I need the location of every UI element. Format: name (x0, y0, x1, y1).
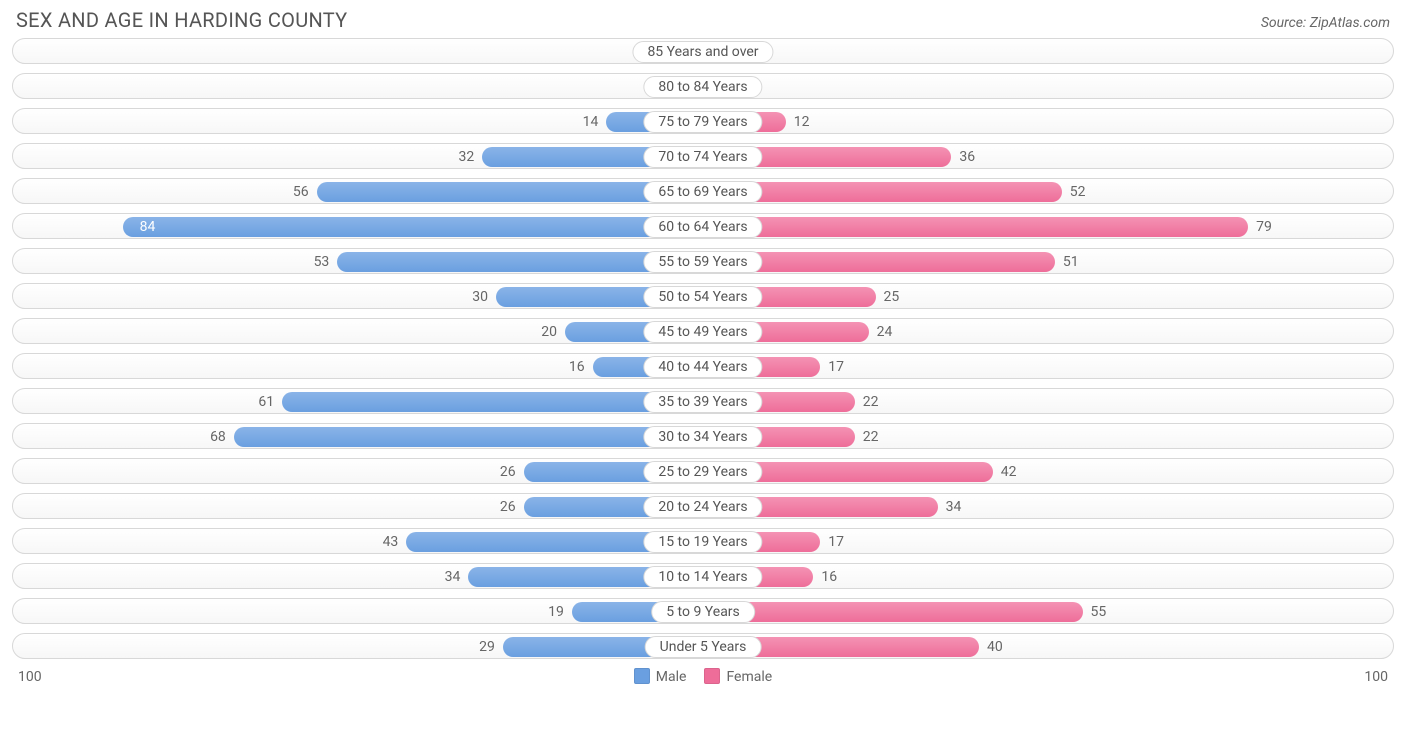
chart-legend: Male Female (634, 668, 772, 685)
category-pill: Under 5 Years (645, 636, 762, 658)
female-value: 42 (1001, 459, 1017, 485)
chart-row: 30 25 50 to 54 Years (12, 283, 1394, 309)
female-bar (703, 602, 1083, 622)
chart-header: SEX AND AGE IN HARDING COUNTY Source: Zi… (12, 8, 1394, 32)
chart-rows: 4585 Years and over 6680 to 84 Years 14 12 7… (12, 38, 1394, 659)
male-value: 34 (445, 564, 461, 590)
female-value: 17 (828, 529, 844, 555)
swatch-male-icon (634, 668, 650, 684)
female-value: 24 (877, 319, 893, 345)
chart-row: 16 17 40 to 44 Years (12, 353, 1394, 379)
chart-row: 56 52 65 to 69 Years (12, 178, 1394, 204)
female-value: 25 (884, 284, 900, 310)
male-value: 68 (210, 424, 226, 450)
female-value: 79 (1256, 214, 1272, 240)
male-value: 32 (458, 144, 474, 170)
chart-row: 19 55 5 to 9 Years (12, 598, 1394, 624)
male-value: 19 (548, 599, 564, 625)
male-value: 16 (569, 354, 585, 380)
category-pill: 60 to 64 Years (643, 216, 762, 238)
category-pill: 5 to 9 Years (651, 601, 755, 623)
chart-footer: 100 Male Female 100 (12, 668, 1394, 685)
category-pill: 40 to 44 Years (643, 356, 762, 378)
male-value: 53 (314, 249, 330, 275)
male-value: 26 (500, 494, 516, 520)
chart-row: 29 40 Under 5 Years (12, 633, 1394, 659)
chart-row: 20 24 45 to 49 Years (12, 318, 1394, 344)
category-pill: 45 to 49 Years (643, 321, 762, 343)
category-pill: 35 to 39 Years (643, 391, 762, 413)
female-value: 55 (1091, 599, 1107, 625)
male-value: 30 (472, 284, 488, 310)
category-pill: 65 to 69 Years (643, 181, 762, 203)
category-pill: 85 Years and over (632, 41, 773, 63)
chart-row: 34 16 10 to 14 Years (12, 563, 1394, 589)
female-value: 17 (828, 354, 844, 380)
chart-row: 84 79 60 to 64 Years (12, 213, 1394, 239)
male-value: 84 (140, 214, 156, 240)
category-pill: 80 to 84 Years (643, 76, 762, 98)
chart-row: 68 22 30 to 34 Years (12, 423, 1394, 449)
female-value: 16 (821, 564, 837, 590)
male-value: 20 (541, 319, 557, 345)
swatch-female-icon (704, 668, 720, 684)
male-bar (123, 217, 703, 237)
female-value: 40 (987, 634, 1003, 660)
male-value: 43 (383, 529, 399, 555)
chart-row: 6680 to 84 Years (12, 73, 1394, 99)
chart-row: 26 34 20 to 24 Years (12, 493, 1394, 519)
legend-male: Male (634, 668, 687, 685)
chart-row: 43 17 15 to 19 Years (12, 528, 1394, 554)
chart-row: 14 12 75 to 79 Years (12, 108, 1394, 134)
male-value: 29 (479, 634, 495, 660)
female-value: 36 (959, 144, 975, 170)
female-value: 12 (794, 109, 810, 135)
legend-female: Female (704, 668, 772, 685)
chart-row: 4585 Years and over (12, 38, 1394, 64)
chart-source: Source: ZipAtlas.com (1261, 15, 1390, 31)
female-bar (703, 217, 1248, 237)
category-pill: 10 to 14 Years (643, 566, 762, 588)
male-value: 61 (258, 389, 274, 415)
chart-row: 53 51 55 to 59 Years (12, 248, 1394, 274)
chart-row: 26 42 25 to 29 Years (12, 458, 1394, 484)
category-pill: 30 to 34 Years (643, 426, 762, 448)
female-value: 22 (863, 389, 879, 415)
category-pill: 20 to 24 Years (643, 496, 762, 518)
male-bar (282, 392, 703, 412)
legend-male-label: Male (656, 669, 687, 685)
female-value: 34 (946, 494, 962, 520)
male-value: 14 (583, 109, 599, 135)
axis-left-max: 100 (18, 669, 42, 685)
category-pill: 55 to 59 Years (643, 251, 762, 273)
chart-row: 32 36 70 to 74 Years (12, 143, 1394, 169)
male-value: 26 (500, 459, 516, 485)
chart-row: 61 22 35 to 39 Years (12, 388, 1394, 414)
category-pill: 75 to 79 Years (643, 111, 762, 133)
male-bar (234, 427, 703, 447)
category-pill: 50 to 54 Years (643, 286, 762, 308)
category-pill: 15 to 19 Years (643, 531, 762, 553)
female-value: 51 (1063, 249, 1079, 275)
legend-female-label: Female (726, 669, 772, 685)
chart-title: SEX AND AGE IN HARDING COUNTY (16, 8, 347, 32)
female-value: 52 (1070, 179, 1086, 205)
axis-right-max: 100 (1364, 669, 1388, 685)
category-pill: 25 to 29 Years (643, 461, 762, 483)
female-value: 22 (863, 424, 879, 450)
category-pill: 70 to 74 Years (643, 146, 762, 168)
male-value: 56 (293, 179, 309, 205)
